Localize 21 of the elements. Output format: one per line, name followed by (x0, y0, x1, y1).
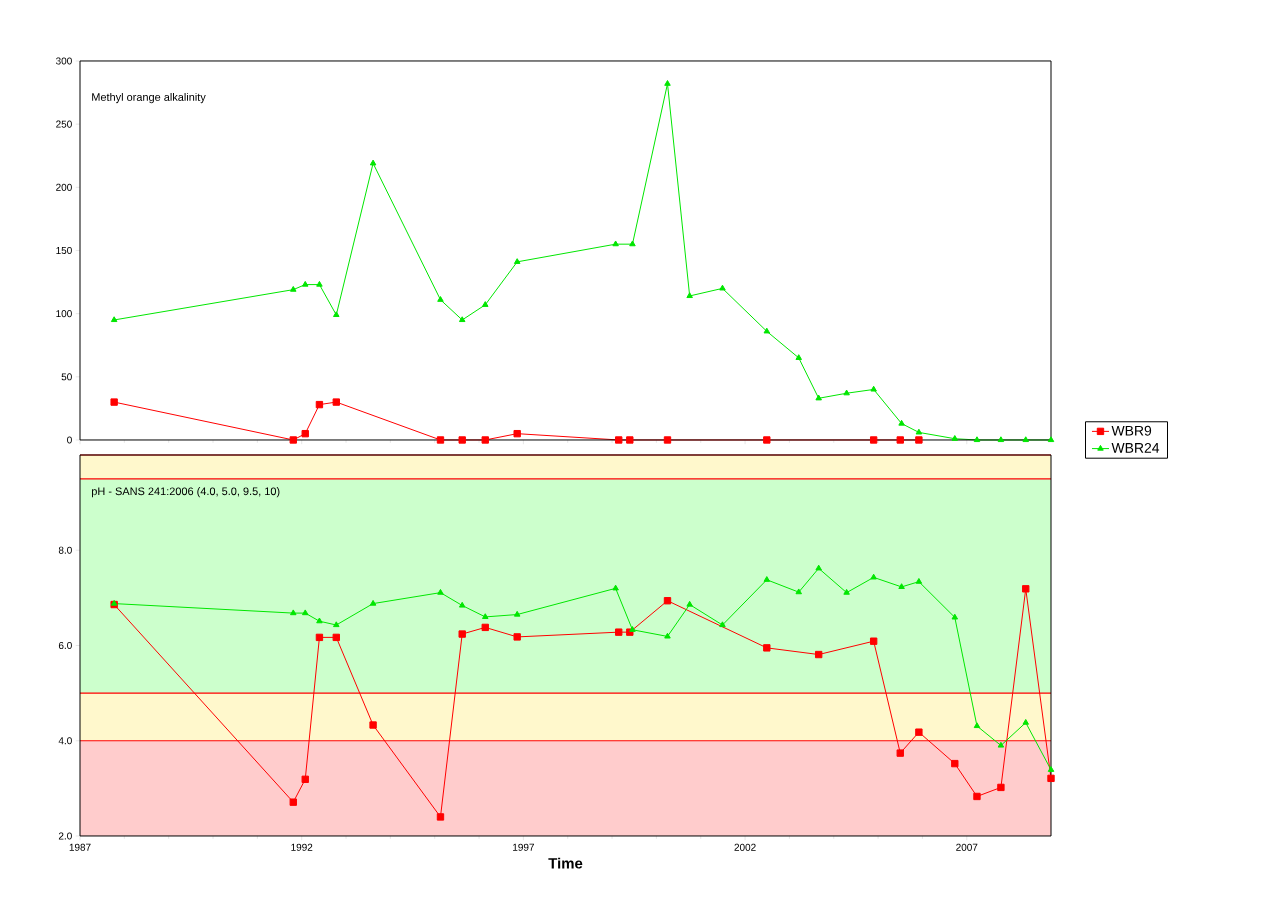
y-tick-label: 8.0 (58, 546, 72, 554)
x-tick-label: 1987 (69, 843, 91, 851)
y-tick-label: 100 (56, 310, 72, 318)
legend-label: WBR24 (1111, 442, 1160, 453)
y-tick-label: 250 (56, 120, 72, 128)
y-tick-label: 0 (67, 436, 72, 444)
y-tick-label: 300 (56, 57, 72, 65)
y-tick-label: 4.0 (58, 737, 72, 745)
y-tick-label: 50 (61, 373, 72, 381)
annotation: pH - SANS 241:2006 (4.0, 5.0, 9.5, 10) (92, 487, 280, 498)
x-axis-title: Time (548, 857, 583, 869)
x-tick-label: 1992 (291, 843, 313, 851)
y-tick-label: 200 (56, 183, 72, 191)
y-tick-label: 150 (56, 246, 72, 254)
x-tick-label: 2002 (734, 843, 756, 851)
y-tick-label: 6.0 (58, 641, 72, 650)
annotation: Methyl orange alkalinity (92, 92, 206, 104)
x-tick-label: 2007 (956, 843, 978, 851)
y-tick-label: 2.0 (58, 832, 72, 840)
legend-label: WBR9 (1111, 425, 1152, 436)
x-tick-label: 1997 (513, 843, 534, 851)
